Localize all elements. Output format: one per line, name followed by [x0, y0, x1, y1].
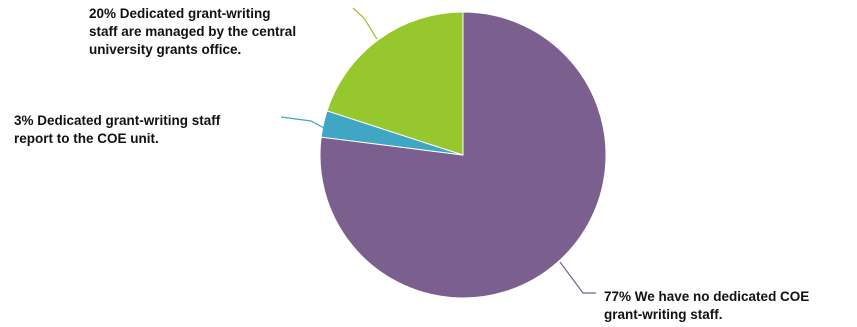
data-label-line: report to the COE unit.	[14, 131, 159, 146]
data-label-line: staff are managed by the central	[89, 24, 296, 39]
pie-slice-77-percent	[319, 11, 607, 299]
data-labels: 77% We have no dedicated COE grant-writin…	[14, 6, 809, 322]
data-label-line: 3% Dedicated grant-writing staff	[14, 113, 221, 128]
leader-line-77-percent	[559, 261, 596, 294]
leader-lines	[280, 7, 596, 294]
pie-slices	[319, 11, 607, 299]
data-label-line: university grants office.	[89, 42, 241, 57]
data-label-line: grant-writing staff.	[604, 307, 723, 322]
data-label-line: 77% We have no dedicated COE	[604, 289, 809, 304]
pie-slice-20-percent	[326, 11, 464, 156]
data-label-20-percent: 20% Dedicated grant-writing staff are man…	[89, 6, 296, 57]
leader-line-3-percent	[280, 116, 325, 129]
data-label-line: 20% Dedicated grant-writing	[89, 6, 271, 21]
data-label-77-percent: 77% We have no dedicated COE grant-writin…	[604, 289, 809, 322]
leader-line-20-percent	[352, 7, 378, 40]
data-label-3-percent: 3% Dedicated grant-writing staff report t…	[14, 113, 221, 146]
